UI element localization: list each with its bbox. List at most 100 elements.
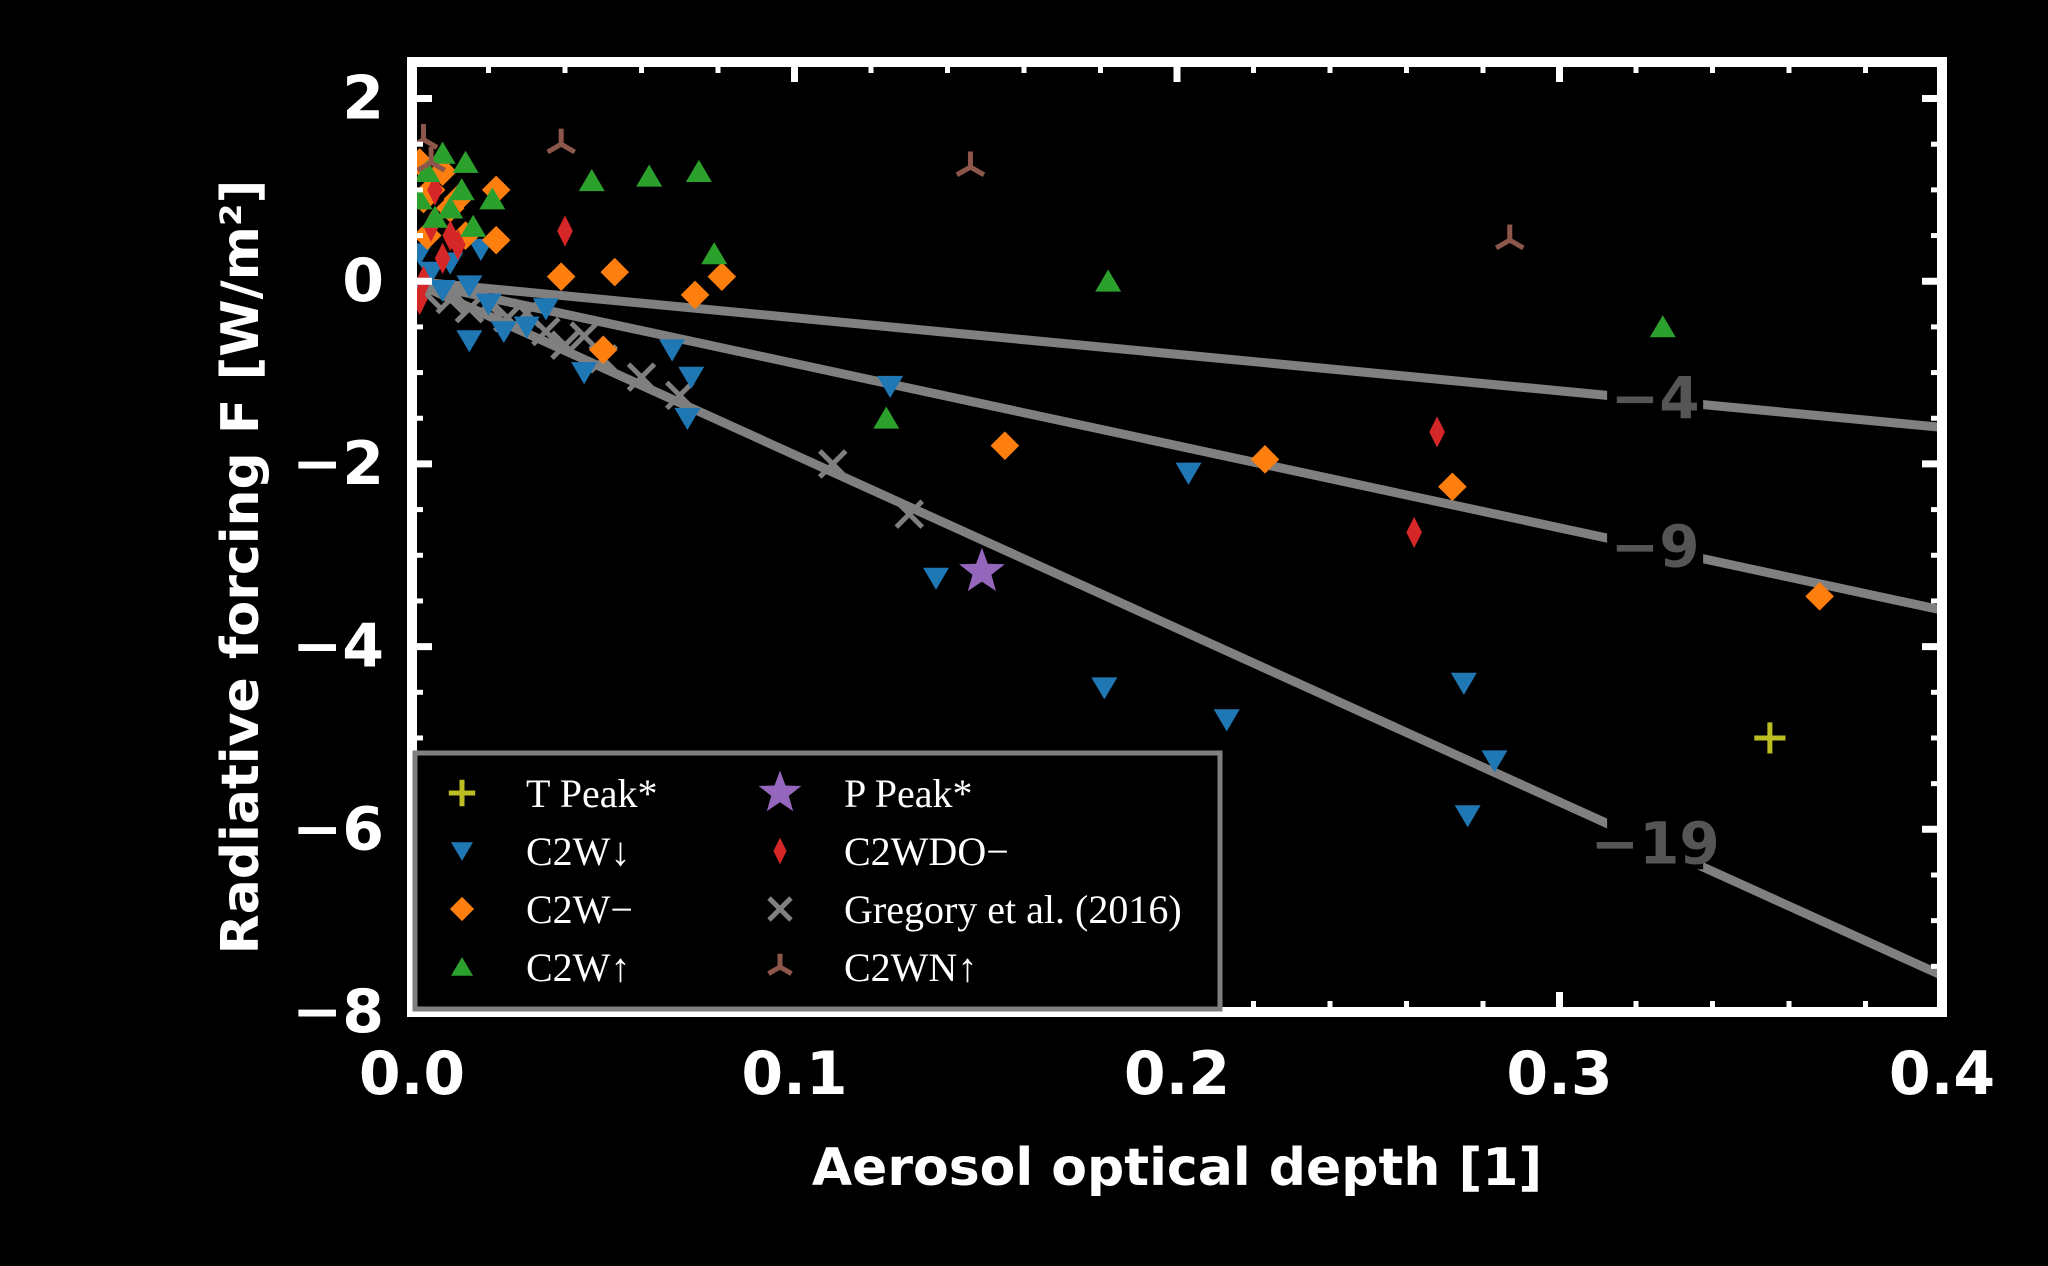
data-point [1450,672,1477,695]
x-tick-label: 0.3 [1506,1039,1612,1109]
data-point [588,335,618,365]
legend-marker [448,779,476,807]
legend-marker [451,842,473,861]
legend-item: C2W− [449,887,633,932]
data-point [678,366,705,389]
legend-item: Gregory et al. (2016) [767,887,1182,932]
legend-item: T Peak* [448,771,657,816]
data-point [1805,582,1834,611]
data-point [1250,445,1280,474]
x-tick-label: 0.1 [741,1039,847,1109]
data-point [418,261,445,284]
legend-label: C2W↓ [526,829,630,874]
data-point [1175,462,1202,485]
data-point [569,321,599,351]
data-point [437,196,464,219]
reference-lines: −4 −9 −19 [412,276,1942,980]
legend-label: C2WDO− [844,829,1009,874]
data-point [990,431,1020,460]
data-point [531,316,561,347]
legend-marker [773,837,787,865]
legend-item: C2WDO− [773,829,1009,874]
data-point [450,229,466,261]
data-point [1481,750,1508,773]
axis-labels: 0.0 0.1 0.2 0.3 0.4 2 0 −2 −4 −6 −8 Aerosol optical… [211,64,1995,1198]
legend-label: C2W↑ [526,945,630,990]
data-point [626,362,657,392]
data-point [452,150,479,173]
data-point [707,262,737,291]
data-point [456,275,483,298]
data-point [412,187,433,210]
series-group [1754,722,1786,754]
legend-box [412,750,1223,1012]
legend-marker [449,896,475,922]
data-point [414,159,441,183]
data-point [1649,315,1676,338]
data-point [873,406,900,429]
x-tick-label: 0.2 [1124,1039,1230,1109]
y-tick-label: −8 [292,977,384,1047]
data-point [532,298,559,321]
legend-label: C2WN↑ [844,945,977,990]
data-point [427,174,443,206]
data-point [674,407,701,430]
series-group [412,148,1834,611]
data-point [685,159,712,183]
data-point [955,151,986,178]
x-tick-label: 0.4 [1889,1039,1995,1109]
legend-marker [451,957,473,976]
reference-line-stroke [412,276,1942,432]
legend-marker [758,770,802,812]
data-point [1454,805,1481,828]
legend-item: P Peak* [758,770,973,816]
data-point [1213,709,1240,732]
data-point [1429,416,1445,448]
data-point [680,280,710,310]
data-point [429,279,456,303]
series-group [412,124,1525,251]
legend-item: C2W↑ [451,945,630,990]
data-point [659,339,686,362]
data-point [546,128,576,155]
data-point [490,321,517,344]
y-tick-label: −2 [292,429,384,499]
reference-line-1: −4 [412,276,1942,432]
data-point [550,330,580,360]
reference-line-label: −9 [1611,512,1700,580]
data-point [571,362,598,385]
data-point [460,214,487,237]
legend-marker [767,896,793,922]
data-point [448,178,475,201]
data-point [894,499,925,529]
data-point [434,242,451,274]
data-point [1754,722,1786,754]
data-points [412,124,1834,828]
data-point [578,169,605,192]
data-point [413,221,442,250]
series-group [959,547,1005,592]
legend-item: C2W↓ [451,829,630,874]
legend-label: P Peak* [844,771,973,816]
data-point [1438,472,1467,502]
data-point [959,547,1005,592]
data-point [1494,224,1525,251]
data-point [557,215,573,247]
reference-line-stroke [412,276,1942,615]
data-point [1406,516,1422,549]
reference-line-label: −4 [1611,364,1700,432]
y-tick-label: 2 [342,64,384,134]
data-point [1091,677,1118,700]
data-point [475,293,502,316]
reference-line-label: −19 [1590,809,1719,877]
data-point [664,380,695,411]
legend-label: C2W− [526,887,633,932]
data-point [923,567,950,590]
data-point [416,146,446,173]
data-point [600,257,630,287]
data-point [481,225,511,255]
legend-label: T Peak* [526,771,657,816]
x-axis-label: Aerosol optical depth [1] [812,1138,1542,1198]
data-point [456,330,483,353]
